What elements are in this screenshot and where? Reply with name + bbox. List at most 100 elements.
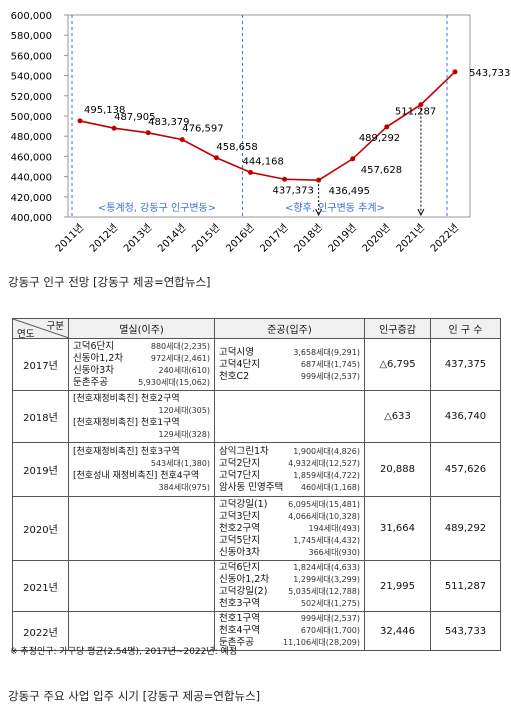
project-item: 천호2구역 194세대(493)	[219, 523, 360, 535]
demolition-cell: [천호재정비촉진] 천호3구역 543세대(1,380) [천호성내 재정비촉진] …	[68, 442, 215, 497]
data-point	[247, 169, 253, 175]
data-point	[350, 156, 356, 162]
data-label: 458,658	[216, 142, 257, 153]
project-item: 고덕3단지 4,066세대(10,328)	[219, 511, 360, 523]
y-tick-label: 580,000	[11, 31, 52, 42]
table-row: 2017년 고덕6단지 880세대(2,235) 신동아1,2차 972세대(2,461…	[12, 338, 501, 391]
completion-cell: 삼익그린1차 1,900세대(4,826) 고덕2단지 4,932세대(12,527)…	[214, 442, 365, 497]
project-item: 고덕강일(1) 6,095세대(15,481)	[219, 499, 360, 511]
data-point	[111, 125, 117, 131]
project-units: 11,106세대(28,209)	[283, 638, 360, 647]
completion-cell: 고덕강일(1) 6,095세대(15,481) 고덕3단지 4,066세대(10,32…	[214, 496, 365, 561]
population-cell: 437,375	[430, 338, 501, 391]
demolition-cell: 고덕6단지 880세대(2,235) 신동아1,2차 972세대(2,461) 신동아3…	[68, 338, 215, 391]
completion-cell: 고덕6단지 1,824세대(4,633) 신동아1,2차 1,299세대(3,299)…	[214, 560, 365, 612]
project-name: 고덕7단지	[219, 469, 261, 481]
project-tag: [천호재정비촉진] 천호1구역	[73, 417, 210, 429]
completion-cell: 천호1구역 999세대(2,537) 천호4구역 670세대(1,700) 둔촌주공 11…	[214, 611, 365, 651]
project-item: 천호4구역 670세대(1,700)	[219, 625, 360, 637]
project-name: 천호4구역	[219, 625, 261, 636]
table-row: 2019년 [천호재정비촉진] 천호3구역 543세대(1,380) [천호성내 재정…	[12, 442, 501, 497]
project-item: 암사동 민영주택 460세대(1,168)	[219, 482, 360, 494]
project-name: 고덕3단지	[219, 510, 261, 522]
project-item: 고덕강일(2) 5,035세대(12,788)	[219, 586, 360, 598]
x-tick-label: 2021년	[394, 222, 427, 255]
corner-bottom: 연도	[17, 329, 35, 340]
data-label: 495,138	[84, 105, 125, 116]
project-units: 129세대(328)	[158, 429, 210, 439]
data-point	[213, 155, 219, 161]
x-tick-label: 2019년	[326, 222, 359, 255]
y-tick-label: 500,000	[11, 112, 52, 123]
project-name: 신동아1,2차	[73, 352, 124, 364]
project-units: 880세대(2,235)	[150, 341, 210, 351]
x-tick-label: 2020년	[360, 222, 393, 255]
data-label: 487,905	[114, 112, 155, 123]
project-name: 천호3구역	[219, 598, 261, 609]
year-cell: 2019년	[12, 442, 69, 497]
project-name: 천호2구역	[140, 393, 180, 404]
project-item: 천호C2 999세대(2,537)	[219, 371, 360, 383]
demolition-cell	[68, 496, 215, 561]
data-label: 543,733	[469, 68, 510, 79]
data-point	[452, 69, 458, 75]
demolition-cell	[68, 611, 215, 651]
table-row: 2020년 고덕강일(1) 6,095세대(15,481) 고덕3단지 4,066세대(…	[12, 496, 501, 561]
project-tag-text: [천호재정비촉진]	[73, 446, 138, 457]
project-item: 천호3구역 502세대(1,275)	[219, 598, 360, 610]
project-name: 고덕2단지	[219, 457, 261, 469]
project-name: 고덕강일(1)	[219, 498, 268, 510]
project-units: 1,299세대(3,299)	[293, 575, 360, 584]
project-name: 고덕4단지	[219, 358, 261, 370]
corner-cell: 구분 연도	[12, 318, 69, 340]
column-header: 인 구 수	[430, 318, 501, 339]
project-item: 고덕5단지 1,745세대(4,432)	[219, 535, 360, 547]
y-tick-label: 480,000	[11, 132, 52, 143]
project-tag: [천호재정비촉진] 천호3구역	[73, 446, 210, 458]
data-point	[384, 124, 390, 130]
table-row: 2018년 [천호재정비촉진] 천호2구역 120세대(305) [천호재정비촉진] …	[12, 390, 501, 443]
project-units: 670세대(1,700)	[300, 626, 360, 635]
project-units: 194세대(493)	[308, 523, 360, 533]
project-item: 신동아3차 366세대(930)	[219, 547, 360, 559]
column-header: 준공(입주)	[214, 318, 365, 339]
population-line	[79, 71, 456, 181]
project-units-row: 129세대(328)	[73, 429, 210, 441]
project-name: 천호C2	[219, 370, 250, 382]
project-units: 5,035세대(12,788)	[288, 587, 360, 596]
project-name: 신동아1,2차	[219, 574, 270, 585]
project-tag: [천호재정비촉진] 천호2구역	[73, 393, 210, 405]
drop-arrow	[417, 208, 425, 217]
demolition-cell: [천호재정비촉진] 천호2구역 120세대(305) [천호재정비촉진] 천호1구역…	[68, 390, 215, 443]
data-point	[418, 102, 424, 108]
project-item: 천호1구역 999세대(2,537)	[219, 613, 360, 625]
project-item: 신동아1,2차 1,299세대(3,299)	[219, 574, 360, 586]
y-tick-label: 440,000	[11, 173, 52, 184]
demolition-cell	[68, 560, 215, 612]
project-name: 암사동 민영주택	[219, 481, 284, 493]
project-name: 고덕6단지	[219, 562, 261, 573]
x-tick-label: 2014년	[155, 222, 188, 255]
data-point	[145, 130, 151, 136]
project-units: 972세대(2,461)	[150, 353, 210, 363]
data-label: 483,379	[148, 117, 189, 128]
project-name: 천호2구역	[219, 522, 261, 534]
project-item: 신동아1,2차 972세대(2,461)	[73, 353, 210, 365]
population-cell: 543,733	[430, 611, 501, 651]
project-item: 고덕시영 3,658세대(9,291)	[219, 347, 360, 359]
x-tick-label: 2017년	[258, 222, 291, 255]
population-cell: 436,740	[430, 390, 501, 443]
x-tick-label: 2016년	[224, 222, 257, 255]
y-tick-label: 400,000	[11, 213, 52, 224]
project-item: 고덕4단지 687세대(1,745)	[219, 359, 360, 371]
column-header: 멸실(이주)	[68, 318, 215, 339]
project-units-row: 120세대(305)	[73, 405, 210, 417]
completion-cell: 고덕시영 3,658세대(9,291) 고덕4단지 687세대(1,745) 천호C2 9…	[214, 338, 365, 391]
data-label: 476,597	[182, 124, 223, 135]
project-item: 고덕6단지 880세대(2,235)	[73, 341, 210, 353]
project-units: 5,930세대(15,062)	[138, 377, 210, 387]
project-units: 687세대(1,745)	[300, 359, 360, 369]
y-tick-label: 540,000	[11, 72, 52, 83]
project-units: 543세대(1,380)	[150, 458, 210, 468]
data-point	[316, 177, 322, 183]
